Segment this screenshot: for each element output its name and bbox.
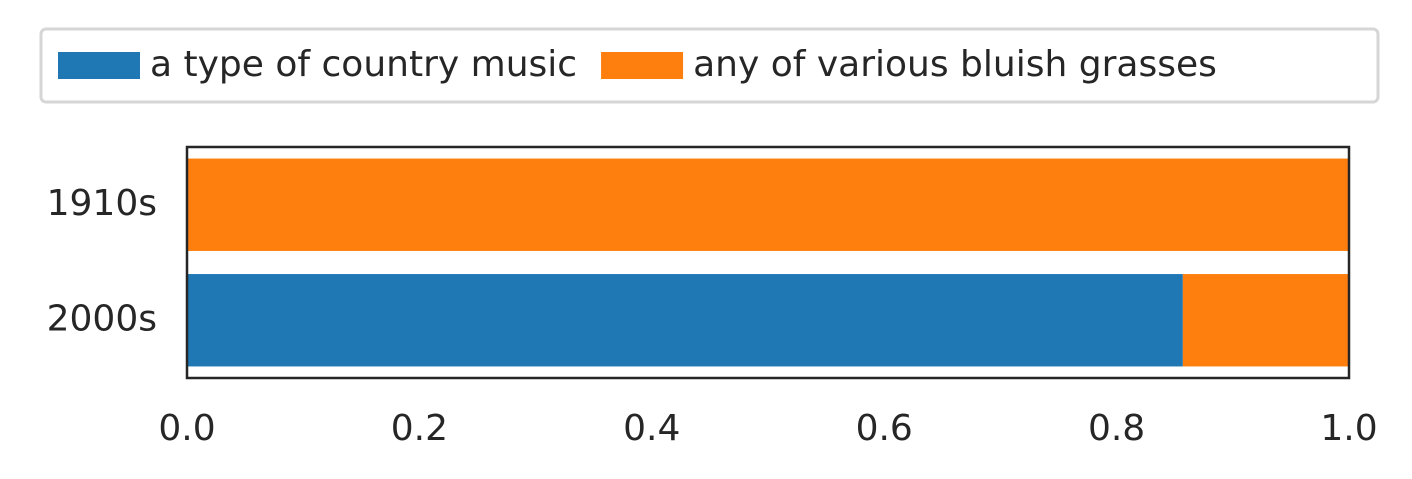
legend-label: any of various bluish grasses: [693, 44, 1217, 85]
y-tick-label: 1910s: [47, 183, 157, 224]
bar-segment: [187, 158, 1349, 251]
x-tick-label: 1.0: [1320, 408, 1377, 449]
x-tick-label: 0.6: [856, 408, 913, 449]
bar-segment: [1182, 274, 1349, 367]
y-tick-label: 2000s: [47, 298, 157, 339]
legend-label: a type of country music: [150, 44, 577, 85]
x-tick-label: 0.0: [158, 408, 215, 449]
x-tick-label: 0.8: [1088, 408, 1145, 449]
bar-segment: [187, 274, 1183, 367]
legend-swatch: [58, 52, 140, 79]
x-tick-label: 0.4: [623, 408, 680, 449]
legend-swatch: [601, 52, 684, 79]
plot-frame: [185, 145, 1351, 380]
x-tick-label: 0.2: [391, 408, 448, 449]
legend-box: [39, 27, 1380, 104]
